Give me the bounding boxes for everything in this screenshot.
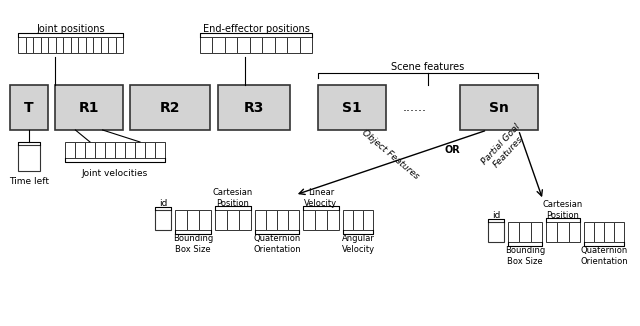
Bar xyxy=(199,210,211,230)
Text: Scene features: Scene features xyxy=(392,62,465,72)
Bar xyxy=(318,85,386,130)
Text: End-effector positions: End-effector positions xyxy=(203,24,309,34)
Bar xyxy=(327,210,339,230)
Bar xyxy=(255,210,266,230)
Bar xyxy=(75,142,85,158)
Bar xyxy=(250,37,262,53)
Bar xyxy=(155,210,171,230)
Text: Bounding
Box Size: Bounding Box Size xyxy=(505,246,545,266)
Bar xyxy=(26,37,33,53)
Text: Linear
Velocity: Linear Velocity xyxy=(305,188,337,208)
Text: Cartesian
Position: Cartesian Position xyxy=(543,200,583,220)
Bar xyxy=(215,210,227,230)
Text: Bounding
Box Size: Bounding Box Size xyxy=(173,234,213,254)
Bar xyxy=(48,37,56,53)
Bar xyxy=(287,37,300,53)
Bar xyxy=(40,37,48,53)
Bar xyxy=(100,37,108,53)
Bar xyxy=(115,142,125,158)
Bar xyxy=(10,85,48,130)
Bar xyxy=(531,222,542,242)
Bar xyxy=(125,142,135,158)
Bar xyxy=(239,210,251,230)
Text: S1: S1 xyxy=(342,100,362,114)
Bar xyxy=(115,37,123,53)
Bar xyxy=(175,210,187,230)
Text: id: id xyxy=(492,211,500,219)
Bar xyxy=(33,37,40,53)
Text: OR: OR xyxy=(444,145,460,155)
Text: Cartesian
Position: Cartesian Position xyxy=(213,188,253,208)
Bar xyxy=(155,142,165,158)
Bar xyxy=(55,85,123,130)
Bar xyxy=(569,222,580,242)
Bar xyxy=(353,210,363,230)
Text: Time left: Time left xyxy=(9,176,49,185)
Bar xyxy=(262,37,275,53)
Text: Sn: Sn xyxy=(489,100,509,114)
Bar xyxy=(56,37,63,53)
Bar xyxy=(300,37,312,53)
Bar xyxy=(315,210,327,230)
Text: ......: ...... xyxy=(403,101,427,114)
Bar xyxy=(508,222,519,242)
Text: Angular
Velocity: Angular Velocity xyxy=(341,234,374,254)
Bar xyxy=(130,85,210,130)
Bar xyxy=(363,210,373,230)
Bar xyxy=(18,37,26,53)
Text: Quaternion
Orientation: Quaternion Orientation xyxy=(580,246,628,266)
Text: R1: R1 xyxy=(79,100,99,114)
Text: Partial Goal
Features: Partial Goal Features xyxy=(480,122,530,174)
Text: Quaternion
Orientation: Quaternion Orientation xyxy=(253,234,301,254)
Bar xyxy=(275,37,287,53)
Bar xyxy=(200,37,212,53)
Bar xyxy=(584,222,594,242)
Bar xyxy=(288,210,299,230)
Bar xyxy=(135,142,145,158)
Bar xyxy=(85,142,95,158)
Bar xyxy=(594,222,604,242)
Bar xyxy=(70,37,78,53)
Text: Object Features: Object Features xyxy=(360,128,420,182)
Text: R3: R3 xyxy=(244,100,264,114)
Bar xyxy=(95,142,105,158)
Bar xyxy=(488,222,504,242)
Bar xyxy=(237,37,250,53)
Bar xyxy=(227,210,239,230)
Bar xyxy=(343,210,353,230)
Bar xyxy=(105,142,115,158)
Bar xyxy=(546,222,557,242)
Bar xyxy=(277,210,288,230)
Bar xyxy=(557,222,569,242)
Bar xyxy=(604,222,614,242)
Bar xyxy=(266,210,277,230)
Text: Joint velocities: Joint velocities xyxy=(82,170,148,179)
Text: id: id xyxy=(159,199,167,208)
Bar xyxy=(614,222,624,242)
Bar xyxy=(187,210,199,230)
Bar xyxy=(460,85,538,130)
Bar xyxy=(86,37,93,53)
Bar xyxy=(303,210,315,230)
Bar xyxy=(225,37,237,53)
Bar xyxy=(65,142,75,158)
Bar xyxy=(145,142,155,158)
Text: T: T xyxy=(24,100,34,114)
Bar xyxy=(93,37,100,53)
Text: R2: R2 xyxy=(160,100,180,114)
Bar xyxy=(108,37,115,53)
Bar xyxy=(78,37,86,53)
Bar xyxy=(18,145,40,171)
Bar xyxy=(63,37,70,53)
Bar xyxy=(212,37,225,53)
Text: Joint positions: Joint positions xyxy=(36,24,105,34)
Bar xyxy=(218,85,290,130)
Bar xyxy=(519,222,531,242)
